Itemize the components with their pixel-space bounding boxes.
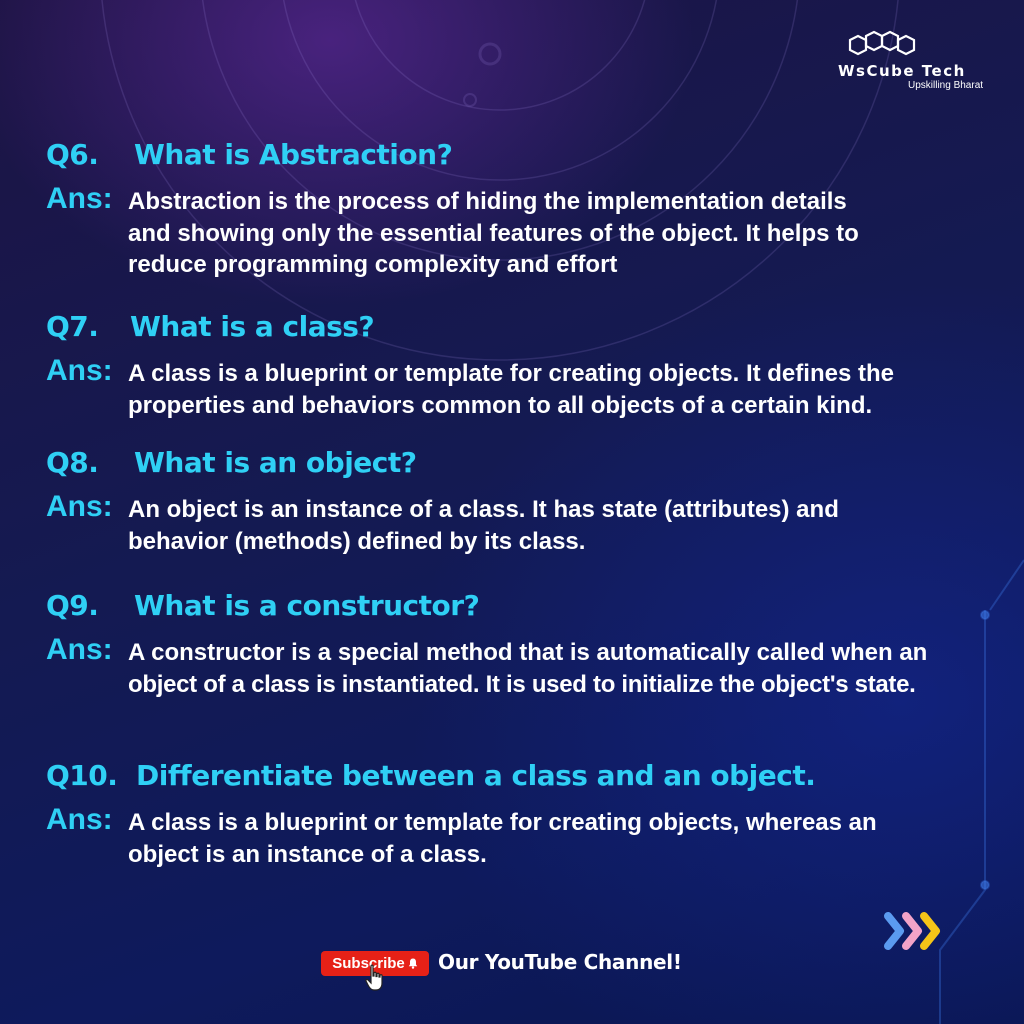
answer-line: and showing only the essential features … [128,219,859,247]
answer-line: A class is a blueprint or template for c… [128,360,894,387]
question-number: Q9. [46,589,99,622]
brand-tagline: Upskilling Bharat [908,80,984,91]
channel-text: Our YouTube Channel! [438,950,682,974]
answer-line: object of a class is instantiated. It is… [128,670,916,698]
answer-text: A constructor is a special method that i… [128,637,996,700]
answer-line: behavior (methods) defined by its class. [128,527,586,555]
qa-block-q6: Q6. What is Abstraction? Ans: Abstractio… [46,138,996,281]
answer-line: A class is a blueprint or template for c… [128,809,877,836]
question-text: What is a constructor? [134,589,480,622]
answer-text: A class is a blueprint or template for c… [128,807,996,870]
question-text: What is an object? [134,446,417,479]
answer-line: properties and behaviors common to all o… [128,391,873,419]
question-text: What is a class? [130,310,375,343]
question-text: What is Abstraction? [134,138,453,171]
answer-label: Ans: [46,182,113,215]
qa-block-q10: Q10. Differentiate between a class and a… [46,759,996,870]
answer-line: An object is an instance of a class. It … [128,496,839,523]
answer-line: object is an instance of a class. [128,840,487,868]
brand-logo: WsCube Tech Upskilling Bharat [836,28,996,94]
hand-pointer-icon [365,964,383,991]
answer-label: Ans: [46,490,113,523]
qa-block-q9: Q9. What is a constructor? Ans: A constr… [46,589,996,700]
question-number: Q6. [46,138,99,171]
answer-text: An object is an instance of a class. It … [128,494,996,557]
bell-icon [408,958,417,969]
answer-line: A constructor is a special method that i… [128,639,928,666]
question-number: Q8. [46,446,99,479]
brand-name: WsCube Tech [838,62,966,80]
answer-label: Ans: [46,803,113,836]
hexagon-cluster-logo-icon [848,30,916,56]
answer-line: Abstraction is the process of hiding the… [128,188,847,215]
answer-line: reduce programming complexity and effort [128,251,618,278]
answer-text: A class is a blueprint or template for c… [128,358,996,421]
triple-chevron-icon [884,912,940,950]
question-text: Differentiate between a class and an obj… [136,759,816,792]
question-number: Q10. [46,759,118,792]
qa-block-q7: Q7. What is a class? Ans: A class is a b… [46,310,996,421]
question-number: Q7. [46,310,99,343]
subscribe-label: Subscribe [332,955,405,972]
answer-text: Abstraction is the process of hiding the… [128,186,996,281]
qa-block-q8: Q8. What is an object? Ans: An object is… [46,446,996,557]
answer-label: Ans: [46,633,113,666]
answer-label: Ans: [46,354,113,387]
